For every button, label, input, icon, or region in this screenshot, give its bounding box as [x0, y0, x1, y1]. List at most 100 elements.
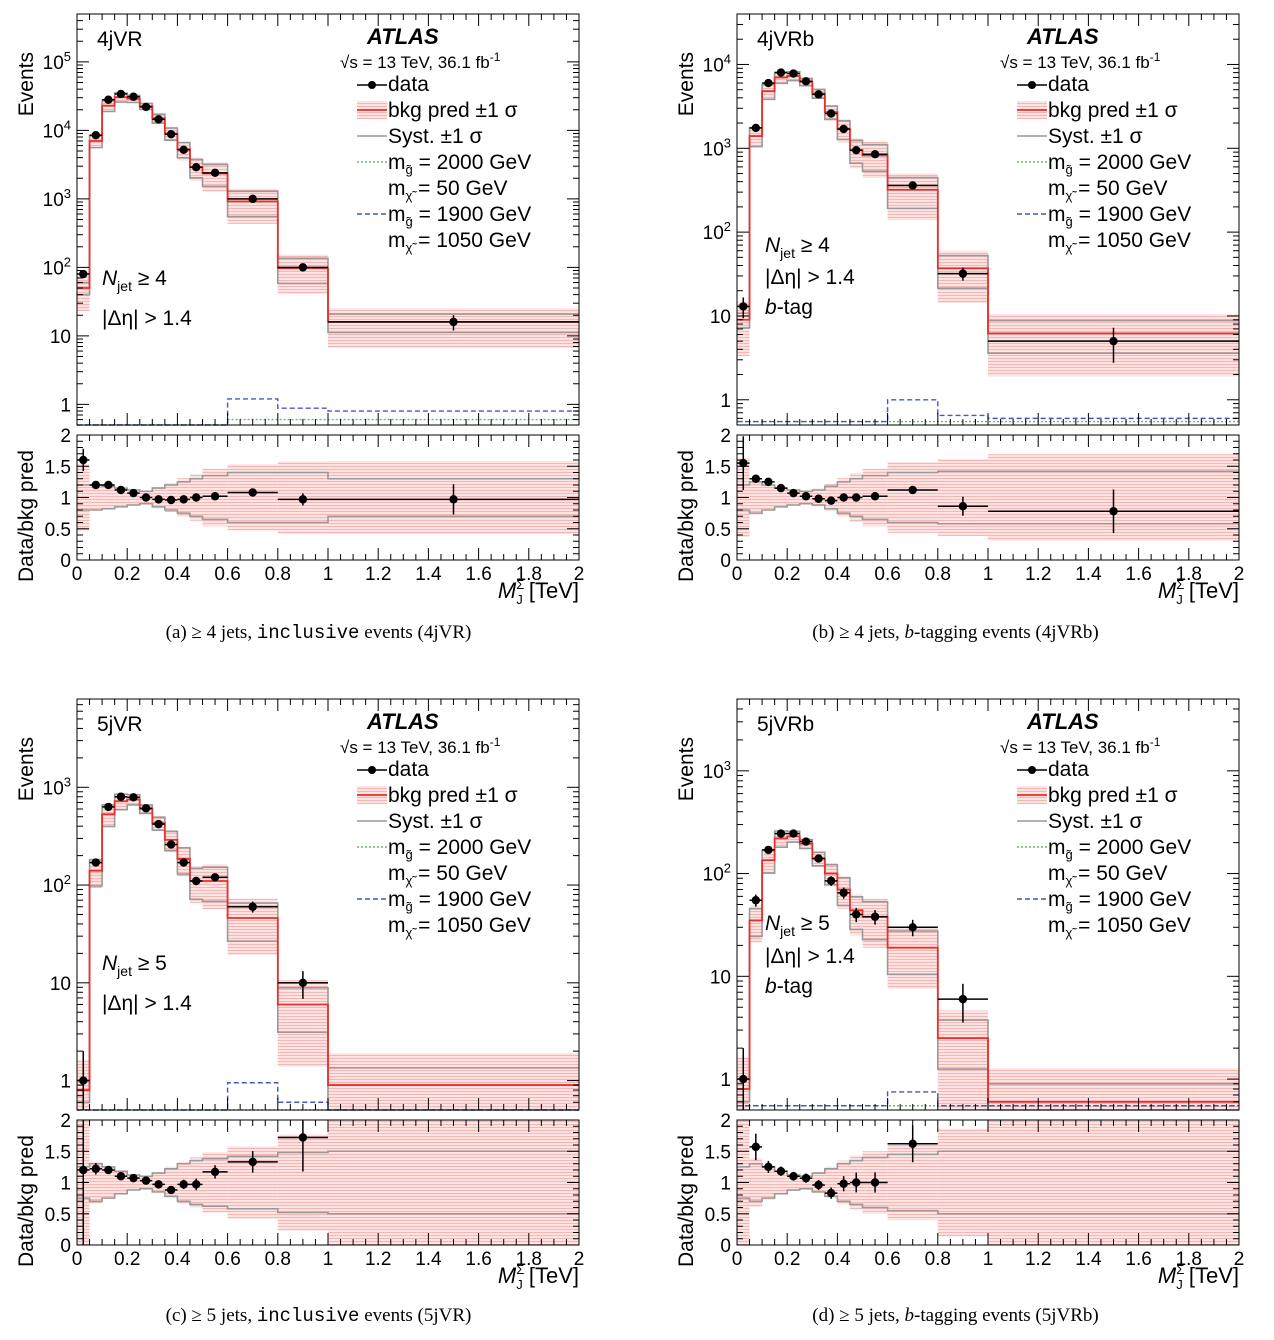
bkg-band-bin-11 [887, 173, 938, 221]
x-axis: 0 0.2 0.4 0.6 0.8 1 1.2 1.4 1.6 1.8 2MΣ J [TeV] [72, 14, 584, 607]
ratio-point-0 [77, 448, 90, 472]
ratio-tick-label: 0 [720, 551, 731, 572]
data-point-2 [102, 802, 115, 812]
x-axis-title: MΣ J [TeV] [1158, 577, 1239, 607]
selection-1: |Δη| > 1.4 [102, 307, 192, 330]
x-tick-label: 1.4 [415, 1249, 442, 1270]
x-axis-title: MΣ J [TeV] [1158, 1262, 1239, 1292]
ratio-syst-up [77, 471, 579, 493]
legend-signal2-line1: mg̃ = 1900 GeV [388, 203, 531, 229]
data-point-9 [189, 876, 203, 886]
bkg-pred-line [737, 75, 1239, 335]
ratio-band-bin-1 [89, 484, 103, 511]
legend-syst: Syst. ±1 σ [388, 125, 483, 148]
legend-signal2-line1: mg̃ = 1900 GeV [1048, 888, 1191, 914]
legend-signal2-line2: mχ̃ = 1050 GeV [388, 229, 531, 255]
data-point-11 [227, 194, 278, 204]
legend-signal1-line1: mg̃ = 2000 GeV [1048, 151, 1191, 177]
ratio-point-7 [824, 496, 838, 505]
data-point-2 [102, 95, 115, 104]
x-tick-label: 0.2 [114, 564, 140, 585]
x-axis: 0 0.2 0.4 0.6 0.8 1 1.2 1.4 1.6 1.8 2MΣ J [TeV] [72, 699, 584, 1292]
ratio-point-11 [887, 1125, 938, 1163]
ratio-syst-down [77, 1187, 579, 1215]
selection-labels: Njet ≥ 4 |Δη| > 1.4 [102, 267, 192, 330]
ratio-plot: 0 0.5 1 1.5 2 Data/bkg pred 0 0.2 0.4 0.6 0.8 1 1.2 1… [15, 699, 584, 1292]
legend: data bkg pred ±1 σ Syst. ±1 σ mg̃ = 2000 Ge… [1017, 758, 1191, 940]
x-axis: 0 0.2 0.4 0.6 0.8 1 1.2 1.4 1.6 1.8 2MΣ J [TeV] [732, 14, 1244, 607]
legend-bkg: bkg pred ±1 σ [388, 99, 518, 122]
data-point-12 [937, 983, 988, 1023]
ratio-point-10 [202, 1165, 228, 1179]
data-point-9 [849, 907, 863, 923]
ratio-point-12 [277, 493, 328, 506]
bkg-band-bin-11 [227, 188, 278, 224]
data-point-1 [89, 858, 103, 867]
bkg-band-bin-1 [89, 858, 103, 889]
data-point-7 [164, 840, 178, 849]
atlas-label: ATLAS [366, 709, 439, 734]
region-label: 5jVRb [757, 713, 814, 736]
data-point-8 [837, 887, 850, 899]
x-axis: 0 0.2 0.4 0.6 0.8 1 1.2 1.4 1.6 1.8 2MΣ J [TeV] [732, 699, 1244, 1292]
caption-a-mono: inclusive [256, 622, 360, 644]
data-point-13 [328, 315, 579, 331]
x-axis-title: MΣ J [TeV] [498, 577, 579, 607]
ratio-point-7 [164, 1185, 178, 1195]
x-tick-label: 1.4 [1075, 564, 1102, 585]
y-tick-label: 10 [50, 327, 71, 348]
ratio-point-5 [139, 1176, 153, 1185]
x-tick-label: 1 [983, 564, 994, 585]
region-label: 5jVR [97, 713, 143, 736]
bkg-band-bin-1 [749, 905, 763, 943]
ratio-y-axis-title: Data/bkg pred [15, 450, 38, 582]
ratio-point-4 [787, 488, 800, 498]
x-tick-label: 0 [72, 564, 83, 585]
x-tick-label: 1.6 [1125, 1249, 1151, 1270]
y-tick-label: 104 [703, 51, 731, 76]
x-tick-label: 0.8 [265, 1249, 291, 1270]
caption-c-mono: inclusive [256, 1305, 360, 1327]
ratio-y-axis-title: Data/bkg pred [675, 1135, 698, 1267]
ratio-band-bin-3 [774, 1170, 788, 1195]
y-tick-label: 105 [43, 49, 71, 74]
data-point-2 [762, 845, 775, 855]
energy-label: √s = 13 TeV, 36.1 fb-1 [1000, 50, 1161, 72]
ratio-y-axis: 0 0.5 1 1.5 2 Data/bkg pred [15, 426, 579, 582]
ratio-point-11 [227, 488, 278, 497]
ratio-syst-down [737, 1187, 1239, 1215]
data-point-12 [277, 971, 328, 999]
y-axis-title: Events [15, 737, 38, 801]
ratio-point-5 [139, 493, 153, 502]
bkg-band-bin-0 [77, 275, 90, 312]
x-tick-label: 1.2 [1025, 564, 1051, 585]
legend-signal1-line2: mχ̃ = 50 GeV [1048, 177, 1167, 203]
x-tick-label: 1.2 [365, 1249, 391, 1270]
data-point-8 [177, 858, 190, 867]
x-tick-label: 1.6 [465, 1249, 491, 1270]
ratio-tick-label: 2 [720, 426, 731, 447]
data-point-5 [139, 804, 153, 813]
region-label: 4jVRb [757, 28, 814, 51]
legend-bkg: bkg pred ±1 σ [1048, 99, 1178, 122]
y-tick-label: 10 [50, 974, 71, 995]
data-point-2 [762, 78, 775, 88]
ratio-y-axis: 0 0.5 1 1.5 2 Data/bkg pred [675, 426, 1239, 582]
y-tick-label: 102 [43, 254, 71, 279]
y-tick-label: 102 [43, 872, 71, 897]
data-point-1 [89, 131, 103, 140]
energy-label: √s = 13 TeV, 36.1 fb-1 [340, 735, 501, 757]
ratio-point-9 [189, 493, 203, 502]
legend: data bkg pred ±1 σ Syst. ±1 σ mg̃ = 2000 Ge… [357, 758, 531, 940]
ratio-point-2 [762, 477, 775, 487]
data-point-7 [824, 109, 838, 118]
data-point-13 [988, 327, 1239, 363]
bkg-band-bin-12 [937, 1010, 988, 1110]
ratio-point-10 [862, 1172, 888, 1193]
y-tick-label: 1 [60, 1072, 71, 1093]
ratio-syst-down [737, 502, 1239, 525]
data-point-3 [774, 68, 788, 77]
legend-signal1-line1: mg̃ = 2000 GeV [388, 151, 531, 177]
bkg-band-bin-1 [749, 127, 763, 148]
